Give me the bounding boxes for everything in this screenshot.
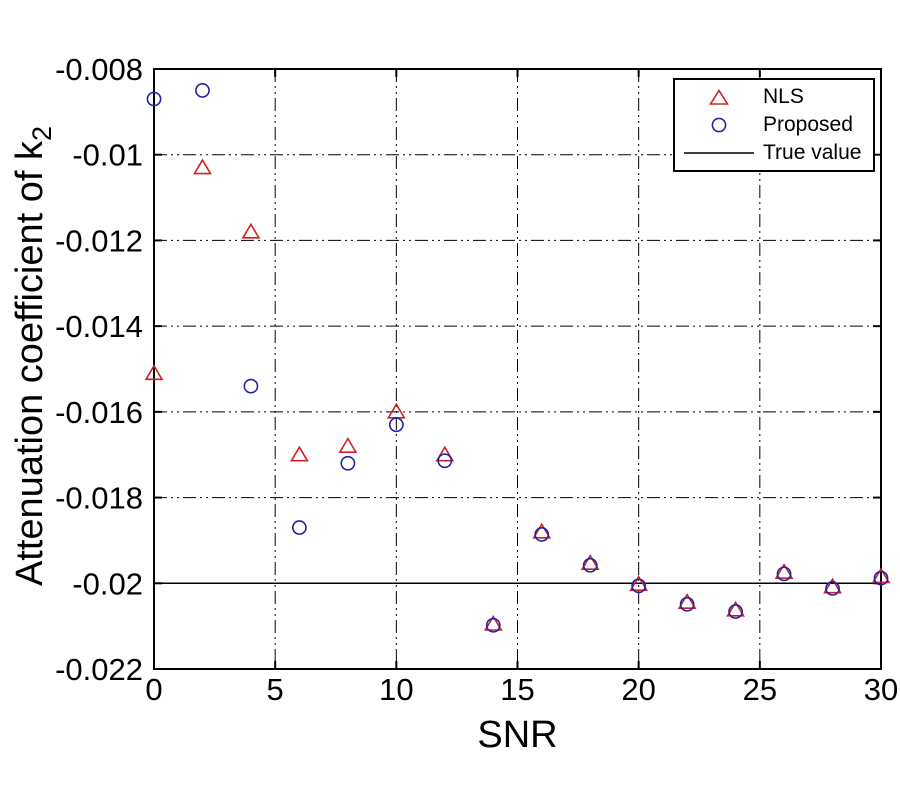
svg-text:20: 20 — [621, 672, 655, 707]
svg-text:-0.022: -0.022 — [55, 652, 143, 687]
svg-text:-0.012: -0.012 — [55, 223, 143, 258]
x-axis-label: SNR — [477, 714, 558, 756]
tick-marks — [153, 68, 882, 670]
proposed-markers — [146, 83, 889, 633]
svg-text:-0.018: -0.018 — [55, 481, 143, 516]
svg-text:-0.016: -0.016 — [55, 395, 143, 430]
circle-marker-icon — [675, 116, 763, 134]
legend-item-true-value: True value — [675, 141, 873, 164]
y-axis-label-text: Attenuation coefficient of k — [9, 141, 51, 587]
svg-text:-0.014: -0.014 — [55, 309, 143, 344]
nls-markers — [144, 158, 891, 631]
svg-text:10: 10 — [379, 672, 413, 707]
triangle-marker-icon — [675, 88, 763, 106]
svg-text:-0.008: -0.008 — [55, 52, 143, 87]
line-sample-icon — [675, 150, 763, 156]
y-axis-label: Attenuation coefficient of k2 — [9, 26, 57, 686]
svg-text:-0.02: -0.02 — [72, 566, 143, 601]
legend-item-nls: NLS — [675, 85, 873, 108]
svg-text:30: 30 — [864, 672, 898, 707]
svg-text:25: 25 — [743, 672, 777, 707]
legend-item-proposed: Proposed — [675, 113, 873, 136]
legend-label-true-value: True value — [763, 141, 862, 165]
svg-text:5: 5 — [267, 672, 284, 707]
svg-text:15: 15 — [500, 672, 534, 707]
svg-text:-0.01: -0.01 — [72, 138, 143, 173]
legend: NLS Proposed True value — [673, 78, 875, 172]
y-axis-label-subscript: 2 — [27, 125, 57, 141]
legend-label-proposed: Proposed — [763, 113, 853, 137]
x-tick-labels: 0 5 10 15 20 25 30 — [145, 672, 898, 707]
y-tick-labels: -0.008 -0.01 -0.012 -0.014 -0.016 -0.018 -0.02… — [55, 52, 143, 687]
legend-label-nls: NLS — [763, 85, 804, 109]
svg-text:0: 0 — [145, 672, 162, 707]
